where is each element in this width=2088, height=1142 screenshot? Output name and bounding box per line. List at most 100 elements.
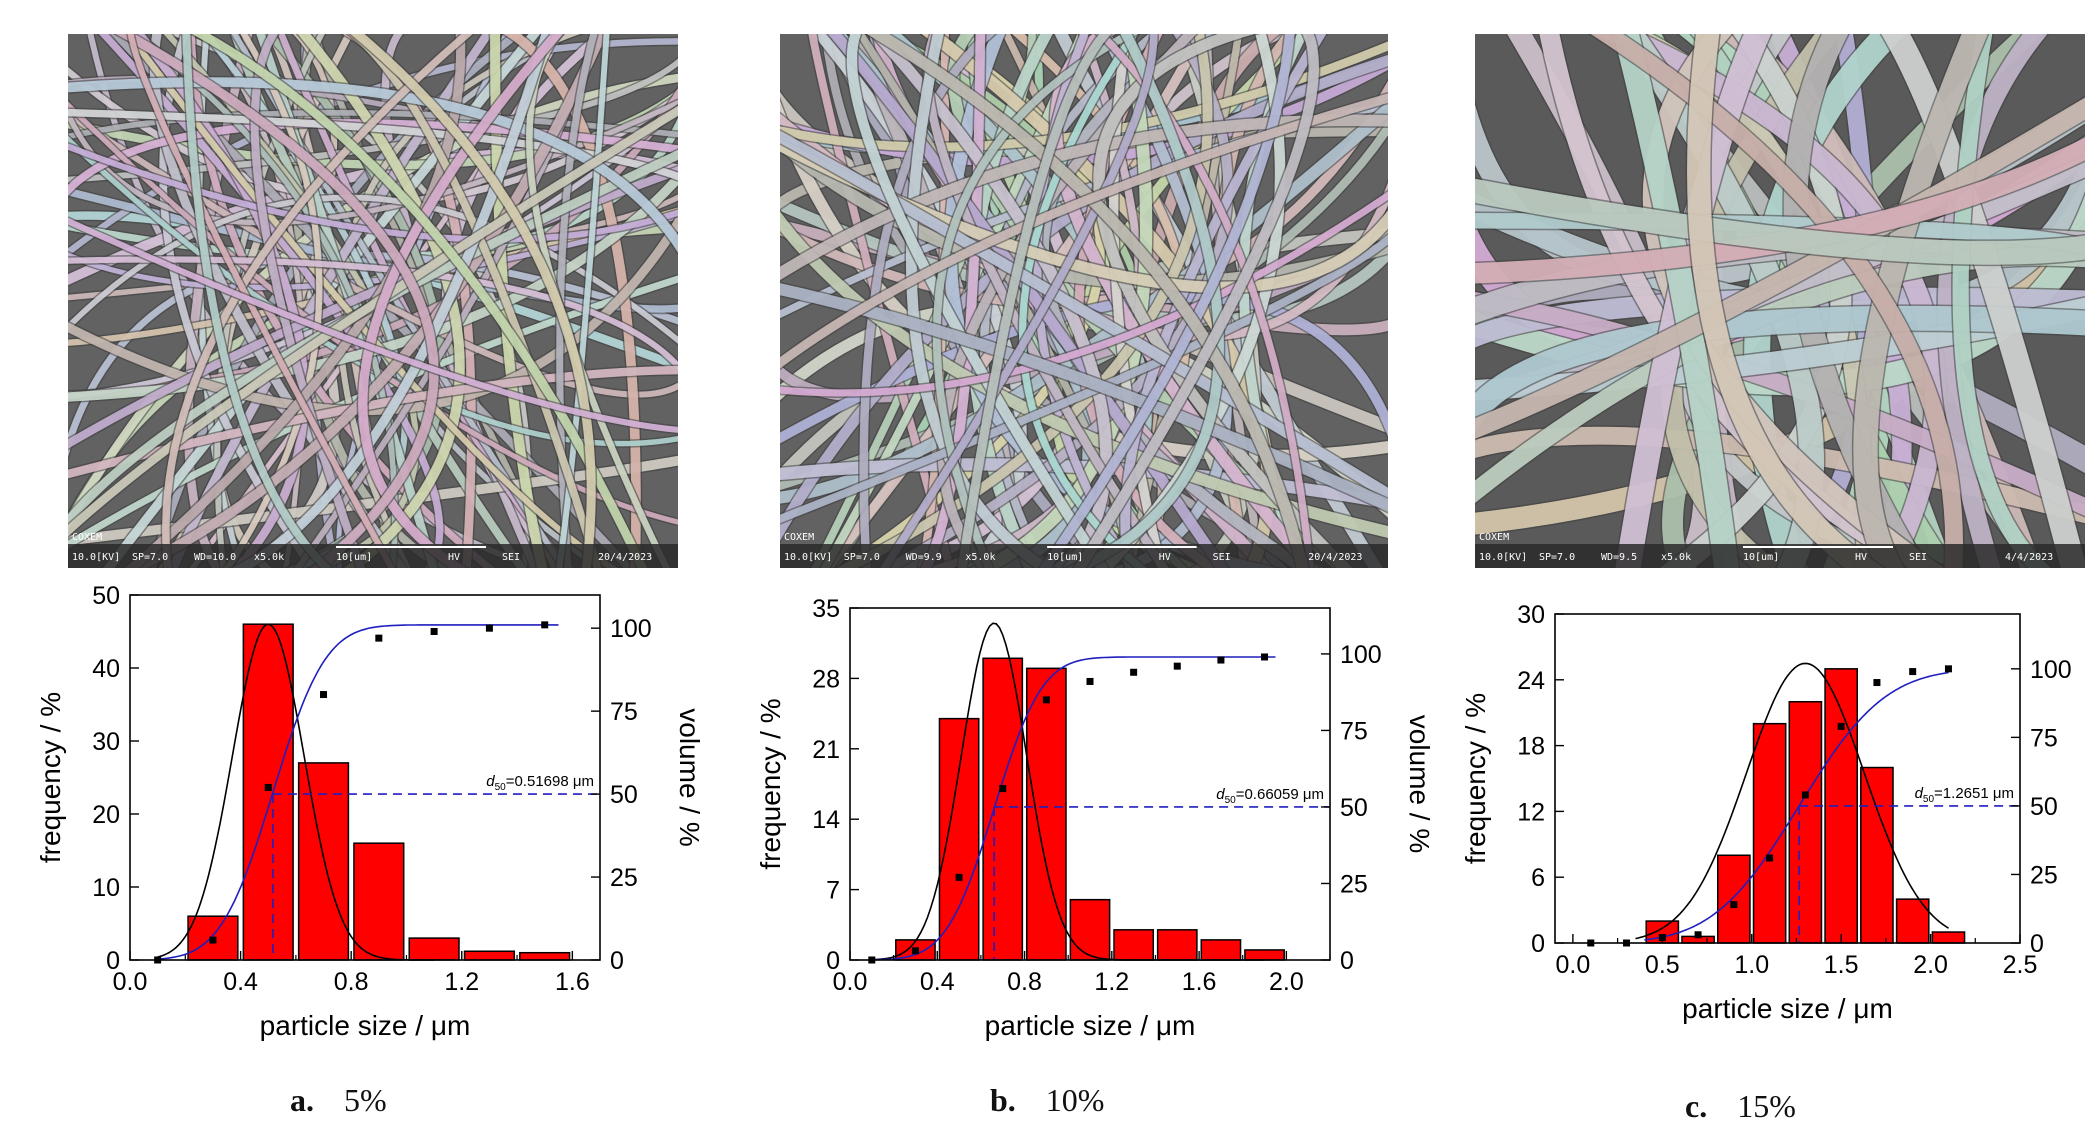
chart-c: d50=1.2651 μm 0.0 0.5 1.0 1.5 2.0 2.5 0 6 12 18 24 3… [1400, 580, 2088, 1060]
y2-tick-label: 75 [1340, 717, 1368, 745]
x-tick-label: 0.4 [223, 968, 258, 996]
y-tick-label: 30 [92, 728, 120, 756]
sem-micrograph-a: COXEM 10.0[KV] SP=7.0 WD=10.0 x5.0k 10[um] HV S… [68, 34, 678, 568]
y2-tick-label: 50 [2030, 793, 2058, 821]
bar-a-4 [408, 937, 460, 961]
volume-point [999, 785, 1007, 793]
bar-c-2 [1717, 854, 1751, 944]
caption-letter: b. [990, 1082, 1016, 1118]
sem-info-item: SP=7.0 [132, 552, 168, 563]
y-tick-label: 50 [92, 582, 120, 610]
d50-label: d50=0.51698 μm [486, 773, 594, 793]
bar-b-6 [1156, 929, 1198, 961]
sem-info-item: 20/4/2023 [1308, 552, 1362, 563]
x-tick-label: 0.0 [833, 968, 868, 996]
y2-tick-label: 50 [1340, 794, 1368, 822]
sem-info-item: SEI [502, 552, 520, 563]
bars [187, 623, 571, 961]
d50-label: d50=0.66059 μm [1216, 786, 1324, 806]
y2-axis-label: volume / % [1404, 715, 1435, 854]
x-tick-label: 2.0 [1269, 968, 1304, 996]
volume-point [1909, 668, 1917, 676]
y-axis-label: frequency / % [35, 692, 66, 863]
plot-frame [1554, 613, 2021, 944]
d50-label: d50=1.2651 μm [1915, 785, 2014, 805]
y-tick-label: 20 [92, 801, 120, 829]
y-tick-label: 10 [92, 874, 120, 902]
volume-point [430, 628, 438, 635]
bar-b-7 [1200, 939, 1242, 961]
x-tick-label: 1.2 [1094, 968, 1129, 996]
sem-image-b: COXEM 10.0[KV] SP=7.0 WD=9.9 x5.0k 10[um] HV SE… [780, 34, 1388, 568]
y2-tick-label: 0 [610, 947, 624, 975]
volume-curve [871, 656, 1276, 961]
y2-axis-label: volume / % [674, 708, 705, 847]
sem-info-item: SP=7.0 [1539, 552, 1575, 563]
y-tick-label: 0 [106, 947, 120, 975]
y2-tick-label: 75 [610, 698, 638, 726]
panel-c: COXEM 10.0[KV] SP=7.0 WD=9.5 x5.0k 10[um] HV SE… [1400, 0, 2085, 1142]
sem-info-item: HV [1855, 552, 1867, 563]
sem-brand: COXEM [1479, 532, 1509, 543]
sem-info-item: WD=9.5 [1601, 552, 1637, 563]
bar-b-4 [1069, 898, 1111, 961]
volume-point [1944, 665, 1952, 673]
gauss-fit-curve [157, 623, 435, 961]
volume-point [1261, 653, 1269, 661]
bar-b-1 [938, 717, 980, 961]
sem-info-item: 4/4/2023 [2005, 552, 2053, 563]
fiber-texture [68, 34, 678, 568]
sem-image-a: COXEM 10.0[KV] SP=7.0 WD=10.0 x5.0k 10[um] HV S… [68, 34, 678, 568]
sem-info-item: HV [448, 552, 460, 563]
chart-b: d50=0.66059 μm 0.0 0.4 0.8 1.2 1.6 2.0 0 7 14 21 28… [700, 580, 1435, 1060]
bar-c-4 [1788, 700, 1823, 944]
caption-text: 10% [1045, 1082, 1105, 1118]
y2-tick-label: 75 [2030, 724, 2058, 752]
caption-letter: c. [1685, 1088, 1708, 1124]
x-axis-label: particle size / μm [260, 1010, 471, 1041]
volume-point [264, 783, 272, 791]
caption-a: a. 5% [290, 1082, 387, 1119]
y2-tick-label: 50 [610, 781, 638, 809]
y-tick-label: 21 [812, 736, 840, 764]
volume-point [1801, 791, 1809, 799]
y-tick-label: 18 [1517, 733, 1545, 761]
volume-point [1730, 901, 1738, 909]
y-tick-label: 30 [1517, 601, 1545, 629]
x-tick-label: 1.2 [444, 968, 479, 996]
bar-b-3 [1025, 667, 1067, 961]
bar-c-3 [1752, 722, 1787, 944]
x-tick-label: 2.0 [1913, 951, 1948, 979]
sem-micrograph-c: COXEM 10.0[KV] SP=7.0 WD=9.5 x5.0k 10[um] HV SE… [1475, 34, 2085, 568]
bars [895, 657, 1285, 961]
x-axis-label: particle size / μm [1682, 993, 1893, 1024]
volume-point [1217, 656, 1225, 664]
x-tick-label: 2.5 [2003, 951, 2038, 979]
x-tick-label: 1.5 [1824, 951, 1859, 979]
volume-point [1130, 668, 1138, 676]
volume-point [485, 624, 493, 632]
sem-info-item: SEI [1213, 552, 1231, 563]
panel-a: COXEM 10.0[KV] SP=7.0 WD=10.0 x5.0k 10[um] HV S… [0, 0, 705, 1142]
gauss-fit-curve [871, 622, 1265, 961]
y-tick-label: 0 [1531, 930, 1545, 958]
sem-info-item: 10[um] [336, 552, 372, 563]
x-tick-label: 0.4 [920, 968, 955, 996]
y2-tick-label: 25 [2030, 861, 2058, 889]
volume-point [1873, 679, 1881, 687]
fiber-texture [1475, 34, 2085, 568]
bar-a-1 [242, 623, 294, 961]
volume-point [911, 947, 919, 955]
x-tick-label: 1.0 [1734, 951, 1769, 979]
caption-text: 15% [1737, 1088, 1796, 1124]
bar-a-3 [353, 842, 405, 961]
bar-a-2 [297, 762, 350, 961]
sem-info-bar: COXEM 10.0[KV] SP=7.0 WD=9.5 x5.0k 10[um] HV SE… [1475, 532, 2085, 568]
x-tick-label: 1.6 [555, 968, 590, 996]
caption-letter: a. [290, 1082, 314, 1118]
y-tick-label: 14 [812, 806, 840, 834]
sem-info-item: SP=7.0 [844, 552, 880, 563]
bar-c-8 [1931, 931, 1966, 944]
bar-a-6 [519, 951, 571, 961]
y2-tick-label: 0 [2030, 930, 2044, 958]
